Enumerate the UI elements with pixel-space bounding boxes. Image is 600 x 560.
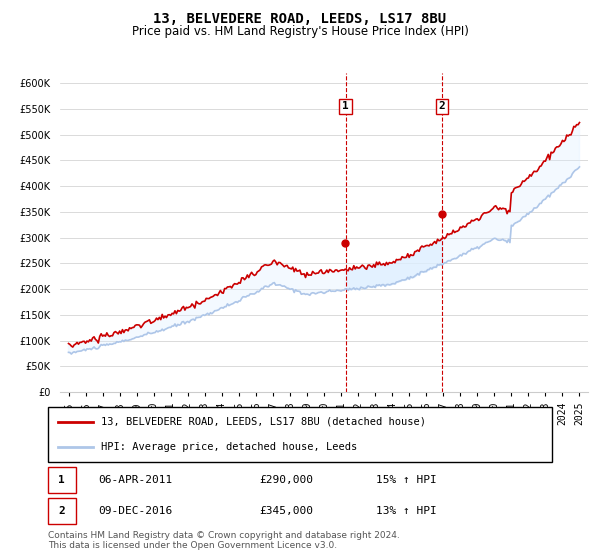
Text: HPI: Average price, detached house, Leeds: HPI: Average price, detached house, Leed… (101, 442, 357, 452)
Text: 06-APR-2011: 06-APR-2011 (98, 474, 173, 484)
Text: 2: 2 (439, 101, 445, 111)
Text: 13, BELVEDERE ROAD, LEEDS, LS17 8BU (detached house): 13, BELVEDERE ROAD, LEEDS, LS17 8BU (det… (101, 417, 426, 427)
Text: Price paid vs. HM Land Registry's House Price Index (HPI): Price paid vs. HM Land Registry's House … (131, 25, 469, 38)
Text: 15% ↑ HPI: 15% ↑ HPI (376, 474, 436, 484)
Text: 1: 1 (58, 474, 65, 484)
Text: 1: 1 (342, 101, 349, 111)
Text: Contains HM Land Registry data © Crown copyright and database right 2024.
This d: Contains HM Land Registry data © Crown c… (48, 531, 400, 550)
Text: 13, BELVEDERE ROAD, LEEDS, LS17 8BU: 13, BELVEDERE ROAD, LEEDS, LS17 8BU (154, 12, 446, 26)
FancyBboxPatch shape (48, 467, 76, 493)
Text: 13% ↑ HPI: 13% ↑ HPI (376, 506, 436, 516)
Text: 09-DEC-2016: 09-DEC-2016 (98, 506, 173, 516)
FancyBboxPatch shape (48, 407, 552, 462)
Text: £290,000: £290,000 (260, 474, 314, 484)
FancyBboxPatch shape (48, 498, 76, 524)
Text: 2: 2 (58, 506, 65, 516)
Text: £345,000: £345,000 (260, 506, 314, 516)
